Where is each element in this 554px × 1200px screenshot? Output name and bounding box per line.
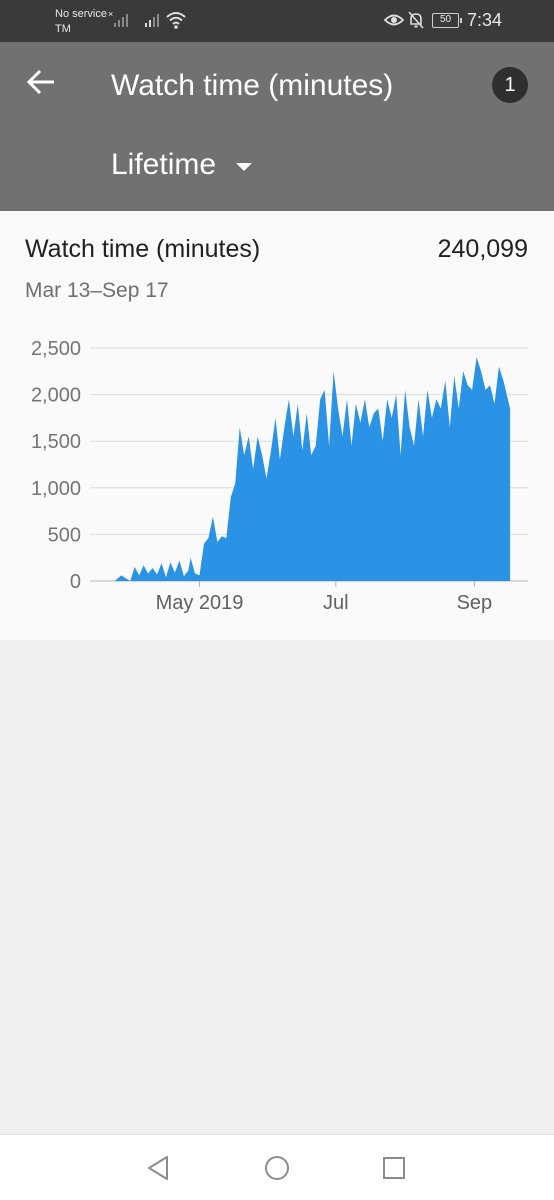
nav-recents-icon[interactable] xyxy=(377,1151,411,1185)
y-tick-label: 0 xyxy=(70,571,81,593)
back-button[interactable] xyxy=(22,62,62,102)
app-bar: Watch time (minutes) 1 Lifetime xyxy=(0,42,554,211)
metric-card: Watch time (minutes) 240,099 Mar 13–Sep … xyxy=(0,211,554,640)
x-tick-label: Jul xyxy=(323,592,349,614)
y-tick-label: 1,500 xyxy=(31,431,81,453)
x-tick-label: Sep xyxy=(457,592,493,614)
status-time: 7:34 xyxy=(467,10,503,30)
watch-time-area xyxy=(114,357,511,581)
y-tick-label: 1,000 xyxy=(31,478,81,500)
date-range-dropdown[interactable]: Lifetime xyxy=(111,148,253,182)
metric-total: 240,099 xyxy=(437,235,528,263)
y-tick-label: 500 xyxy=(48,524,81,546)
metric-title: Watch time (minutes) xyxy=(25,235,261,263)
carrier-x-mark: × xyxy=(107,9,114,19)
battery-icon: 50 xyxy=(432,13,462,28)
notification-badge[interactable]: 1 xyxy=(492,67,528,103)
carrier-name: No service xyxy=(55,8,107,20)
signal-icon xyxy=(114,14,128,27)
nav-home-icon[interactable] xyxy=(260,1151,294,1185)
y-tick-label: 2,000 xyxy=(31,385,81,407)
signal-icon xyxy=(145,14,159,27)
bell-off-icon xyxy=(408,11,424,29)
carrier-text: No service× TM xyxy=(55,7,113,37)
carrier-sim-label: TM xyxy=(55,23,71,35)
y-tick-label: 2,500 xyxy=(31,338,81,360)
back-arrow-icon xyxy=(26,69,54,95)
page-title: Watch time (minutes) xyxy=(111,69,394,102)
wifi-icon xyxy=(166,12,186,29)
metric-date-range: Mar 13–Sep 17 xyxy=(25,279,169,302)
eye-icon xyxy=(384,14,404,26)
nav-back-icon[interactable] xyxy=(142,1151,176,1185)
date-range-label: Lifetime xyxy=(111,148,217,181)
navigation-bar xyxy=(0,1134,554,1200)
x-tick-label: May 2019 xyxy=(156,592,244,614)
watch-time-chart: 0 500 1,000 1,500 2,000 2,500 May 2019 Jul Sep xyxy=(31,338,528,614)
status-bar: No service× TM 50 7:34 xyxy=(0,0,554,42)
caret-down-icon xyxy=(236,163,253,171)
